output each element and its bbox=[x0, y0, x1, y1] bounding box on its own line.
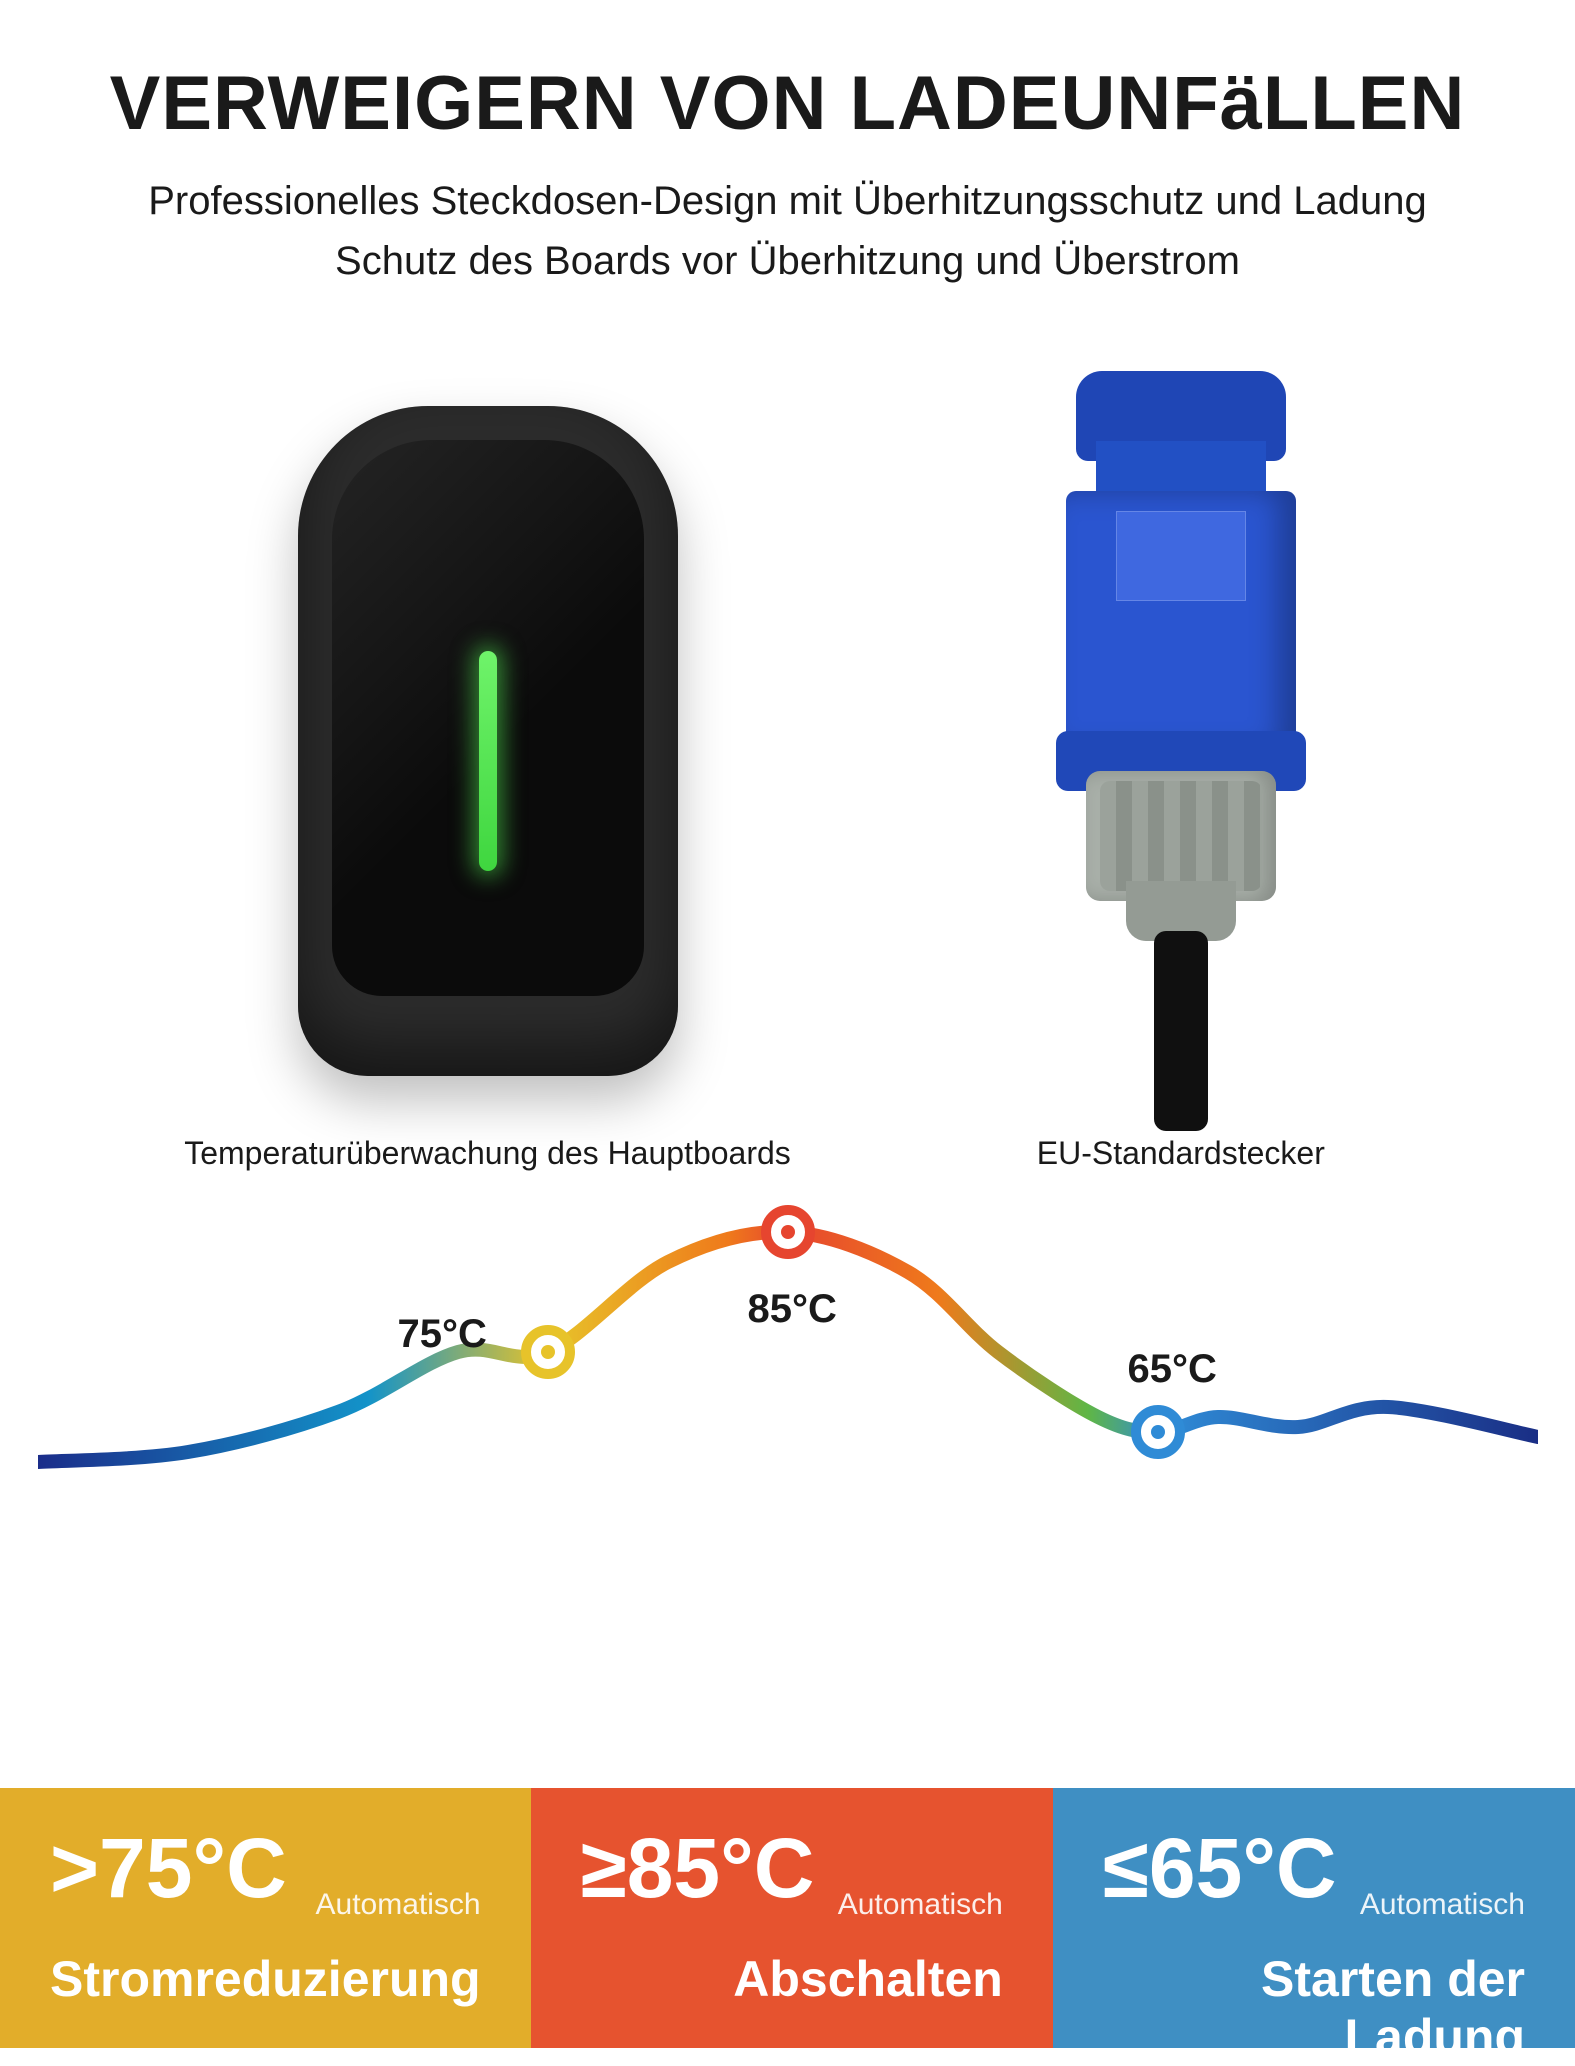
subtitle-line1: Professionelles Steckdosen-Design mit Üb… bbox=[148, 179, 1427, 223]
tile-action: Starten der Ladung bbox=[1103, 1950, 1525, 2066]
tile-auto-label: Automatisch bbox=[1360, 1888, 1525, 1922]
threshold-tile: >75°C Automatisch Stromreduzierung bbox=[0, 1788, 531, 2048]
threshold-tile: ≤65°C Automatisch Starten der Ladung bbox=[1053, 1788, 1575, 2048]
tile-auto-label: Automatisch bbox=[316, 1888, 481, 1922]
tile-action: Abschalten bbox=[581, 1950, 1003, 2008]
eu-plug-image bbox=[971, 371, 1391, 1111]
left-product-caption: Temperaturüberwachung des Hauptboards bbox=[184, 1135, 791, 1172]
subtitle-line2: Schutz des Boards vor Überhitzung und Üb… bbox=[335, 239, 1240, 283]
temperature-curve-chart: 75°C 85°C 65°C bbox=[38, 1202, 1538, 1522]
threshold-tile: ≥85°C Automatisch Abschalten bbox=[531, 1788, 1053, 2048]
led-indicator-icon bbox=[479, 651, 497, 871]
temp-marker-label: 65°C bbox=[1128, 1347, 1217, 1392]
right-product-caption: EU-Standardstecker bbox=[1037, 1135, 1325, 1172]
tile-auto-label: Automatisch bbox=[838, 1888, 1003, 1922]
threshold-tiles: >75°C Automatisch Stromreduzierung≥85°C … bbox=[0, 1788, 1575, 2048]
temp-marker-label: 75°C bbox=[398, 1312, 487, 1357]
temp-marker-label: 85°C bbox=[748, 1287, 837, 1332]
page-title: VERWEIGERN VON LADEUNFäLLEN bbox=[40, 60, 1535, 147]
ev-charger-image bbox=[278, 371, 698, 1111]
tile-action: Stromreduzierung bbox=[50, 1950, 481, 2008]
